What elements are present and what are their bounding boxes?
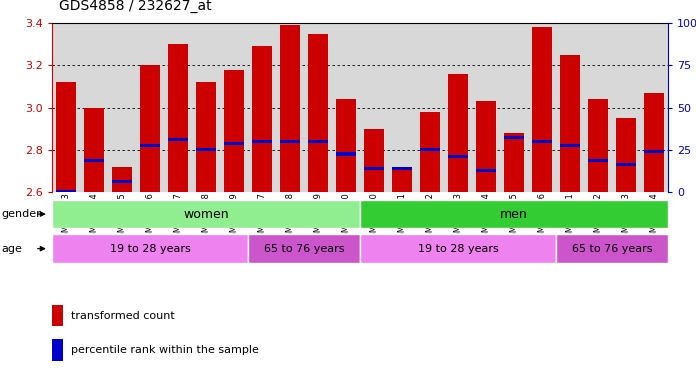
Bar: [532, 140, 552, 143]
Bar: [365, 167, 384, 170]
Text: age: age: [1, 243, 22, 254]
Bar: [532, 27, 552, 192]
Bar: [308, 34, 328, 192]
Bar: [168, 137, 188, 141]
Text: men: men: [500, 208, 528, 220]
Bar: [393, 167, 412, 170]
Bar: [505, 136, 524, 139]
Bar: [196, 148, 216, 151]
Bar: [52, 339, 63, 361]
Text: gender: gender: [1, 209, 41, 219]
Bar: [644, 93, 664, 192]
Bar: [112, 180, 132, 183]
Bar: [336, 99, 356, 192]
Bar: [52, 305, 63, 326]
Bar: [141, 144, 160, 147]
Bar: [196, 82, 216, 192]
Bar: [253, 140, 272, 143]
Bar: [361, 200, 668, 228]
Bar: [365, 129, 384, 192]
Bar: [505, 133, 524, 192]
Bar: [248, 234, 361, 263]
Bar: [52, 234, 248, 263]
Text: 19 to 28 years: 19 to 28 years: [418, 243, 498, 254]
Bar: [56, 82, 76, 192]
Text: GDS4858 / 232627_at: GDS4858 / 232627_at: [59, 0, 212, 13]
Bar: [617, 118, 636, 192]
Bar: [560, 144, 580, 147]
Bar: [308, 140, 328, 143]
Bar: [393, 169, 412, 192]
Bar: [617, 163, 636, 166]
Bar: [420, 112, 440, 192]
Bar: [84, 159, 104, 162]
Bar: [448, 74, 468, 192]
Bar: [253, 46, 272, 192]
Bar: [224, 70, 244, 192]
Bar: [141, 65, 160, 192]
Text: 65 to 76 years: 65 to 76 years: [572, 243, 652, 254]
Bar: [112, 167, 132, 192]
Bar: [448, 154, 468, 158]
Bar: [361, 234, 556, 263]
Text: 65 to 76 years: 65 to 76 years: [264, 243, 345, 254]
Bar: [588, 159, 608, 162]
Bar: [84, 108, 104, 192]
Text: 19 to 28 years: 19 to 28 years: [110, 243, 191, 254]
Bar: [476, 101, 496, 192]
Bar: [224, 142, 244, 145]
Text: women: women: [183, 208, 229, 220]
Bar: [556, 234, 668, 263]
Bar: [168, 44, 188, 192]
Bar: [280, 25, 300, 192]
Text: percentile rank within the sample: percentile rank within the sample: [71, 345, 258, 355]
Bar: [420, 148, 440, 151]
Bar: [476, 169, 496, 172]
Bar: [644, 150, 664, 154]
Bar: [560, 55, 580, 192]
Bar: [588, 99, 608, 192]
Bar: [56, 190, 76, 194]
Text: transformed count: transformed count: [71, 311, 175, 321]
Bar: [280, 140, 300, 143]
Bar: [336, 152, 356, 156]
Bar: [52, 200, 361, 228]
